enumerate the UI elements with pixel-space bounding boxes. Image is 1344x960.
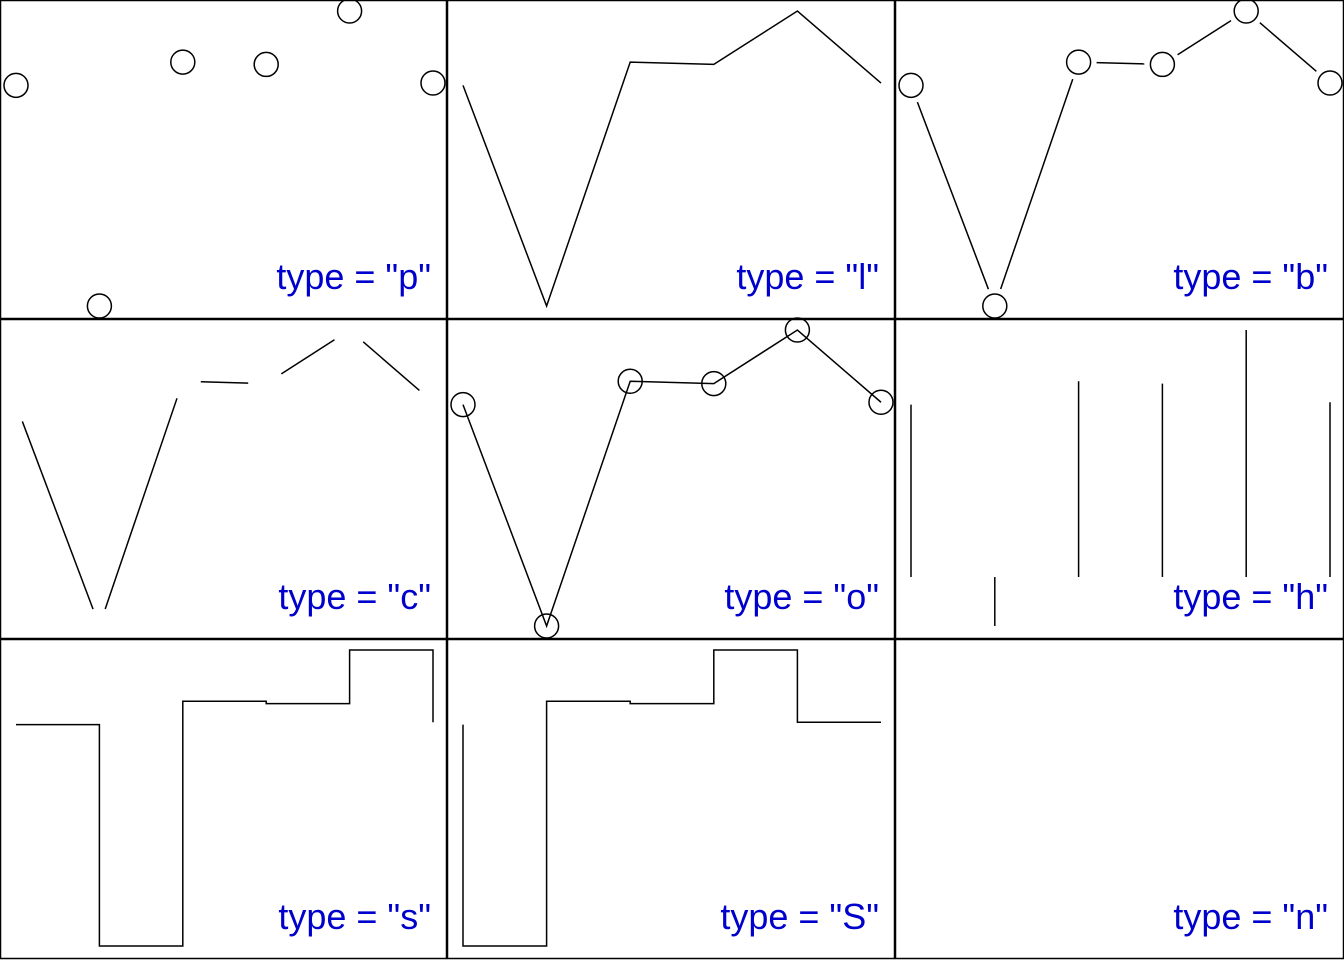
data-point (533, 613, 560, 639)
panel-frame (446, 0, 896, 320)
panel-2: type = "l" (446, 0, 896, 320)
series-segment (104, 398, 178, 610)
series-segment (280, 339, 335, 375)
series-segment (999, 78, 1074, 290)
series-segment (21, 421, 94, 610)
data-point (1149, 51, 1176, 78)
series-segment (362, 341, 420, 392)
series-step (462, 649, 881, 947)
panel-8: type = "S" (446, 638, 896, 960)
data-point (3, 72, 29, 99)
data-point (420, 70, 446, 96)
series-line (462, 329, 882, 629)
data-point (1065, 49, 1092, 75)
panel-label: type = "c" (278, 576, 431, 617)
panel-9: type = "n" (894, 638, 1344, 960)
data-point (868, 389, 894, 416)
panel-6: type = "h" (894, 318, 1344, 640)
series-segment (1259, 22, 1317, 72)
series-line (462, 10, 882, 309)
data-point (1317, 70, 1343, 96)
series-segment (1177, 20, 1232, 56)
panel-1: type = "p" (0, 0, 448, 320)
panel-label: type = "s" (278, 896, 431, 937)
data-point (86, 293, 113, 319)
panel-4: type = "c" (0, 318, 448, 640)
data-point (898, 72, 924, 99)
data-point (450, 391, 476, 418)
panel-label: type = "o" (724, 576, 879, 617)
panel-label: type = "p" (276, 256, 431, 297)
data-point (982, 293, 1008, 319)
panel-3: type = "b" (894, 0, 1344, 320)
panel-label: type = "b" (1173, 256, 1328, 297)
panel-label: type = "S" (720, 896, 879, 937)
panel-label: type = "h" (1173, 576, 1328, 617)
series-segment (200, 381, 249, 384)
data-point (170, 49, 196, 75)
panel-frame (446, 638, 896, 960)
panel-frame (0, 318, 448, 640)
panel-frame (0, 638, 448, 960)
panel-frame (446, 318, 896, 640)
data-point (1233, 0, 1259, 24)
series-segment (916, 101, 990, 290)
data-point (784, 317, 811, 343)
panel-frame (0, 0, 448, 320)
data-point (617, 368, 643, 395)
data-point (701, 370, 727, 397)
panel-5: type = "o" (446, 317, 896, 640)
series-step (16, 649, 434, 947)
data-point (336, 0, 363, 24)
data-point (253, 51, 279, 78)
panel-7: type = "s" (0, 638, 448, 960)
panel-label: type = "l" (736, 256, 879, 297)
panel-label: type = "n" (1173, 896, 1328, 937)
series-segment (1096, 61, 1145, 65)
